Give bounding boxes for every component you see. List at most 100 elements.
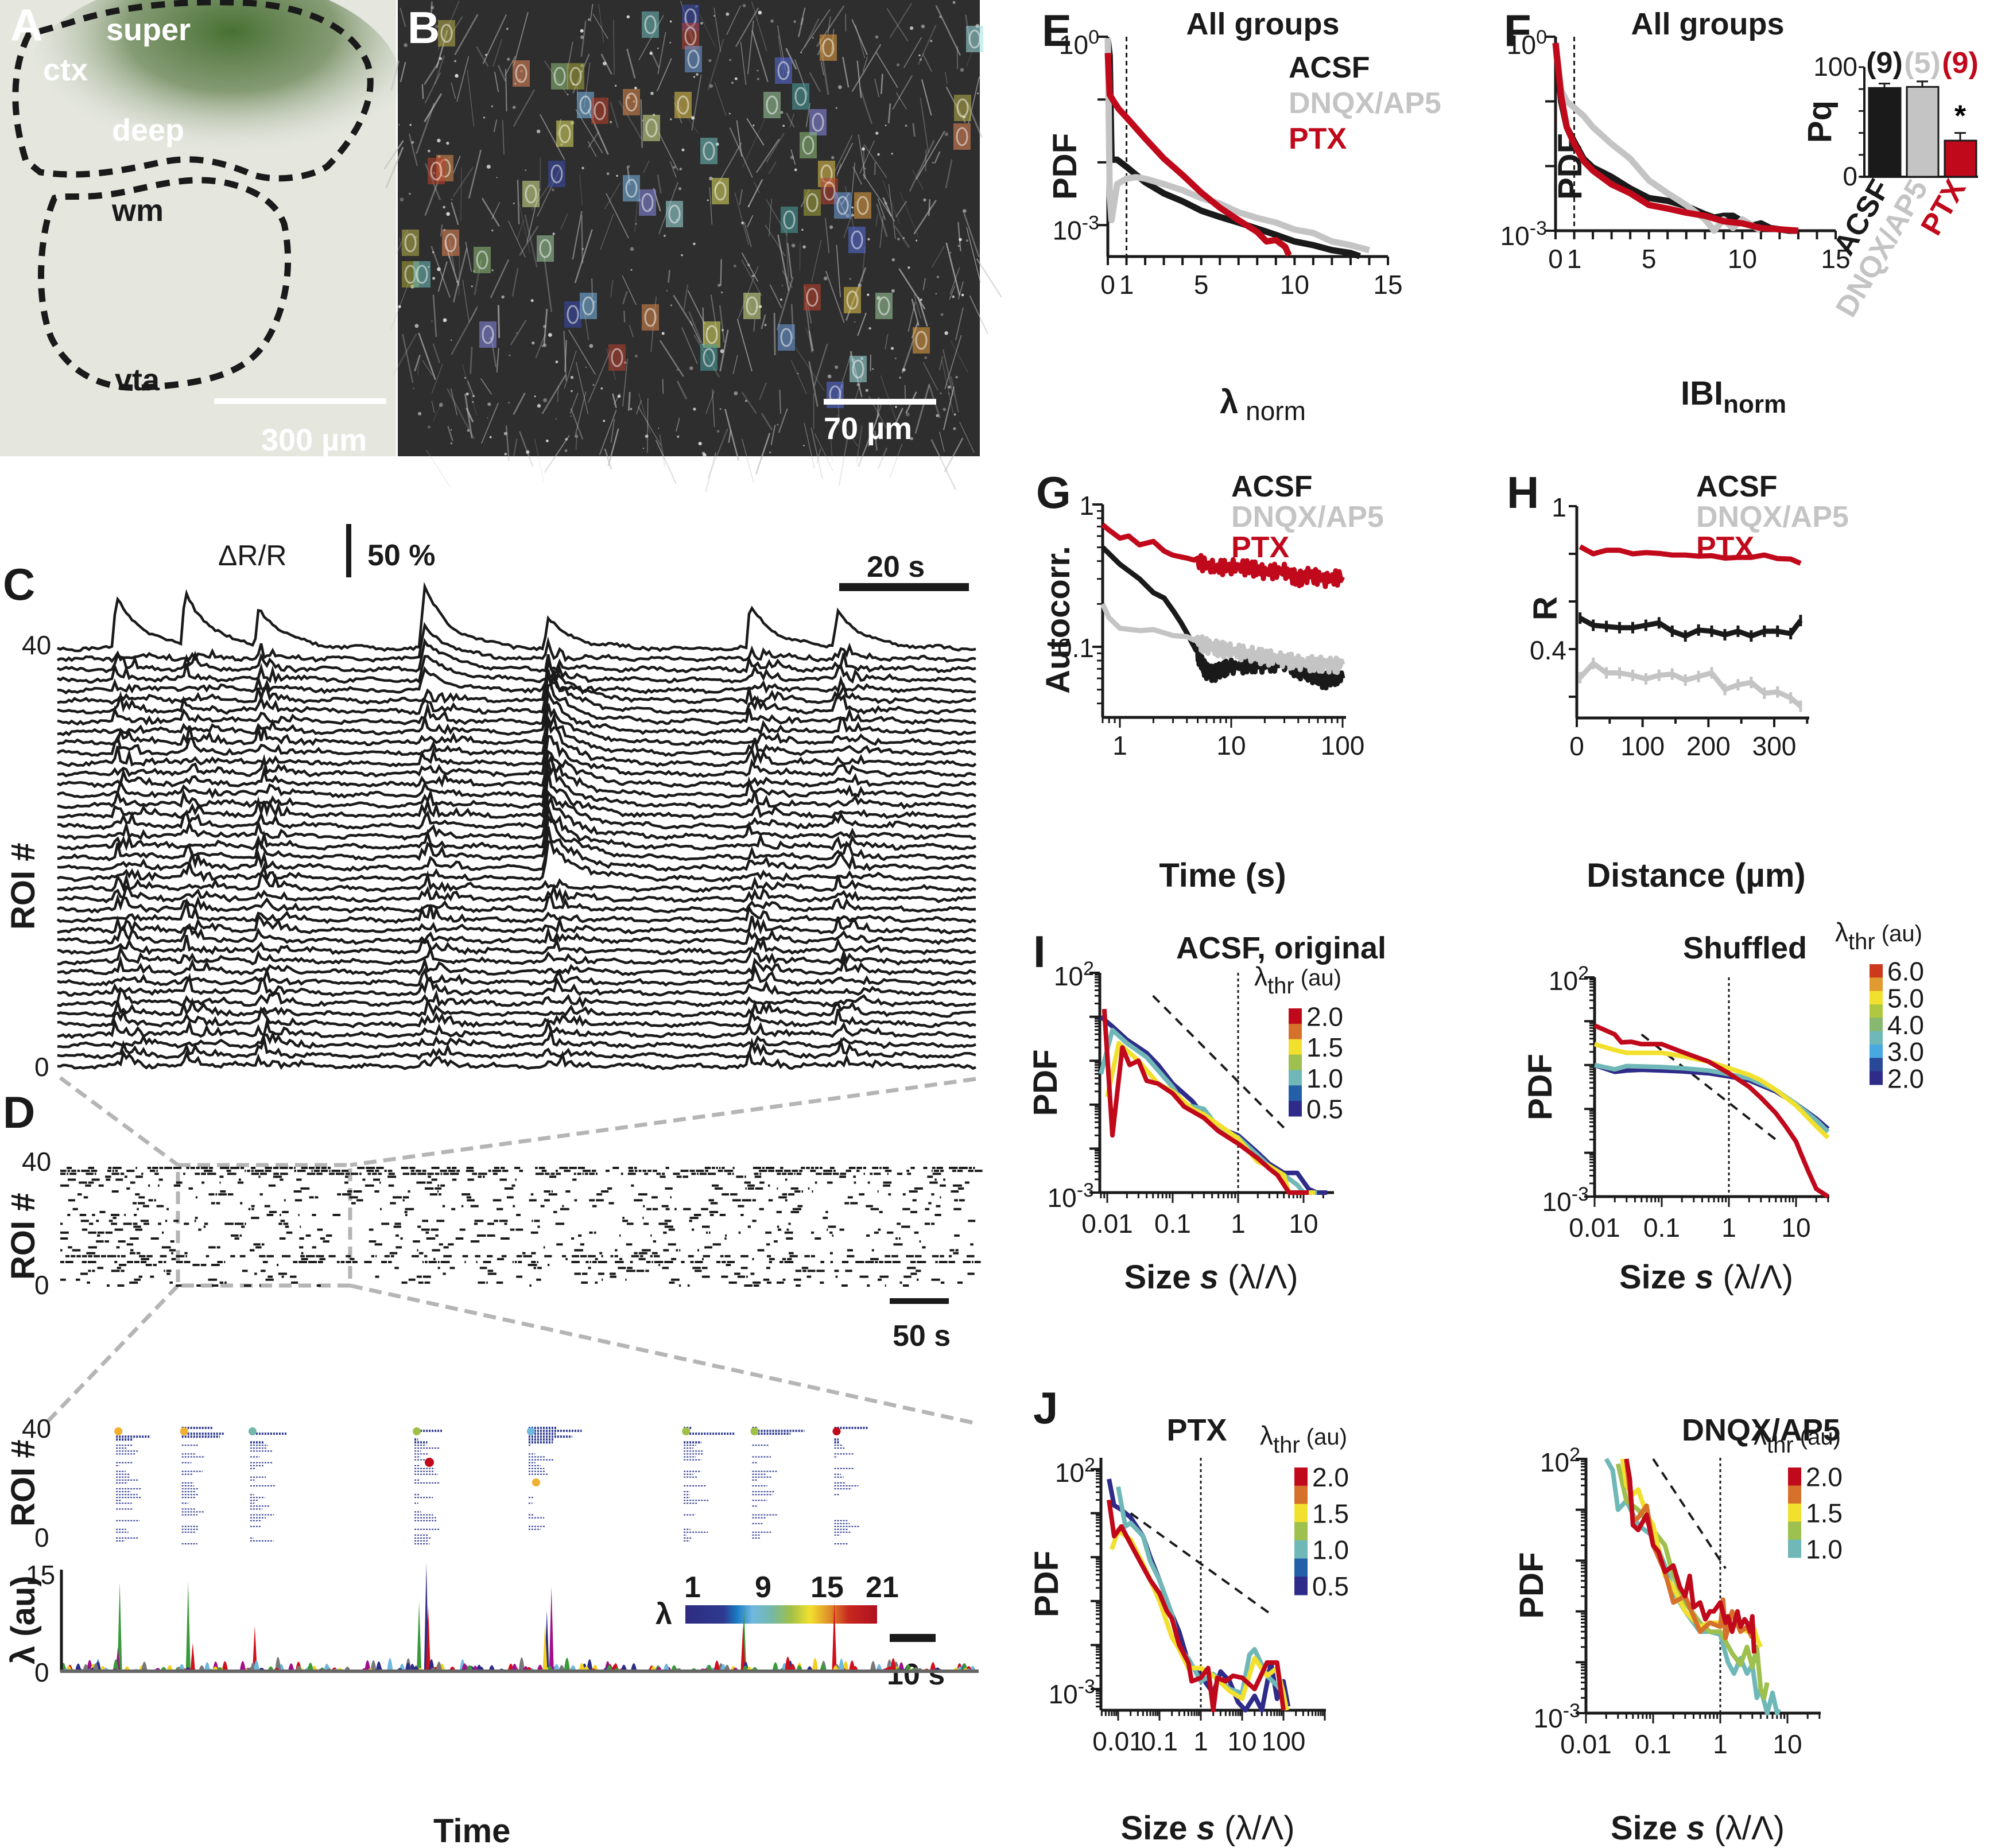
neurite bbox=[830, 434, 833, 463]
event-tick bbox=[437, 1190, 439, 1193]
avalanche-peak bbox=[114, 1427, 123, 1435]
inset-y-tick-label: 0 bbox=[1843, 161, 1857, 191]
event-tick bbox=[204, 1170, 213, 1173]
event-tick bbox=[320, 1237, 325, 1240]
roi-marker bbox=[537, 235, 554, 262]
event-tick bbox=[511, 1184, 515, 1187]
scale-bar-50s-label: 50 s bbox=[893, 1319, 951, 1353]
x-tick-label: 10 bbox=[1216, 731, 1246, 760]
event-tick bbox=[740, 1214, 744, 1216]
x-tick-label: 1 bbox=[1567, 244, 1582, 274]
event-tick bbox=[108, 1220, 113, 1222]
event-tick bbox=[829, 1252, 833, 1255]
event-tick bbox=[251, 1205, 255, 1208]
event-tick bbox=[82, 1228, 88, 1231]
lambda-bump bbox=[583, 1665, 589, 1670]
event-tick bbox=[401, 1167, 409, 1169]
puncta bbox=[856, 383, 860, 386]
x-axis-label: IBInorm bbox=[1681, 375, 1786, 418]
lambda-bump bbox=[239, 1661, 246, 1670]
roi-trace bbox=[57, 923, 976, 946]
puncta bbox=[565, 438, 568, 441]
event-tick bbox=[158, 1222, 161, 1225]
neurite bbox=[836, 244, 841, 297]
event-tick bbox=[265, 1167, 272, 1169]
lambda-bump bbox=[467, 1665, 473, 1670]
event-tick bbox=[910, 1261, 916, 1263]
event-tick bbox=[381, 1261, 387, 1263]
event-tick bbox=[466, 1196, 472, 1199]
puncta bbox=[435, 25, 439, 28]
event-tick bbox=[882, 1167, 889, 1169]
lambda-bump bbox=[796, 1665, 802, 1670]
neurite bbox=[747, 20, 754, 75]
event-tick bbox=[372, 1173, 377, 1175]
event-tick bbox=[426, 1181, 432, 1184]
neurite bbox=[838, 436, 849, 487]
puncta bbox=[581, 166, 584, 169]
neurite bbox=[687, 290, 705, 325]
event-tick bbox=[150, 1275, 154, 1278]
event-tick bbox=[515, 1178, 517, 1181]
neurite bbox=[492, 38, 503, 67]
neurite bbox=[713, 7, 722, 52]
puncta bbox=[890, 347, 894, 350]
neurite bbox=[432, 294, 437, 337]
event-tick bbox=[240, 1202, 243, 1205]
event-tick bbox=[967, 1272, 975, 1275]
event-tick bbox=[487, 1269, 494, 1272]
neurite bbox=[447, 253, 460, 286]
event-tick bbox=[835, 1275, 838, 1278]
lambda-bump bbox=[656, 1667, 662, 1670]
event-tick bbox=[280, 1178, 284, 1181]
puncta bbox=[487, 402, 491, 406]
event-tick bbox=[763, 1278, 770, 1281]
neurite bbox=[482, 14, 507, 64]
colorbar-swatch bbox=[1294, 1485, 1308, 1504]
event-tick bbox=[879, 1167, 882, 1169]
legend-title: λthr (au) bbox=[1254, 961, 1341, 999]
neurite bbox=[944, 437, 964, 473]
series-line-dnqxap bbox=[1100, 603, 1345, 675]
event-tick bbox=[148, 1184, 150, 1187]
event-tick bbox=[426, 1237, 436, 1240]
puncta bbox=[831, 156, 835, 160]
event-tick bbox=[643, 1222, 649, 1225]
neurite bbox=[950, 376, 960, 413]
event-tick bbox=[342, 1193, 351, 1196]
event-tick bbox=[768, 1184, 770, 1187]
neurite bbox=[431, 401, 435, 413]
event-tick bbox=[701, 1275, 710, 1278]
roi-marker bbox=[700, 138, 718, 164]
event-tick bbox=[68, 1246, 72, 1249]
lambda-bump bbox=[75, 1663, 82, 1670]
puncta bbox=[483, 117, 486, 119]
puncta bbox=[418, 411, 422, 416]
y-axis-label: PDF bbox=[1513, 1552, 1550, 1619]
event-tick bbox=[853, 1175, 856, 1178]
puncta bbox=[936, 275, 940, 278]
event-tick bbox=[580, 1243, 584, 1246]
x-tick-label: 0 bbox=[1548, 244, 1563, 274]
event-tick bbox=[201, 1173, 206, 1175]
event-tick bbox=[200, 1167, 208, 1169]
neurite bbox=[941, 360, 954, 413]
event-tick bbox=[582, 1272, 588, 1275]
y-axis-label: PDF bbox=[1028, 1551, 1065, 1617]
event-tick bbox=[721, 1275, 728, 1278]
event-tick bbox=[820, 1261, 824, 1263]
roi-marker bbox=[954, 95, 971, 121]
lambda-bump bbox=[934, 1667, 941, 1670]
event-tick bbox=[119, 1264, 127, 1267]
event-tick bbox=[82, 1261, 87, 1263]
event-tick bbox=[440, 1170, 447, 1173]
event-tick bbox=[695, 1269, 702, 1272]
event-tick bbox=[135, 1228, 143, 1231]
neurite bbox=[417, 357, 420, 376]
event-tick bbox=[650, 1255, 653, 1257]
puncta bbox=[696, 73, 699, 76]
event-tick bbox=[541, 1170, 547, 1173]
x-tick-label: 10 bbox=[1289, 1209, 1318, 1239]
neurite bbox=[432, 343, 441, 364]
